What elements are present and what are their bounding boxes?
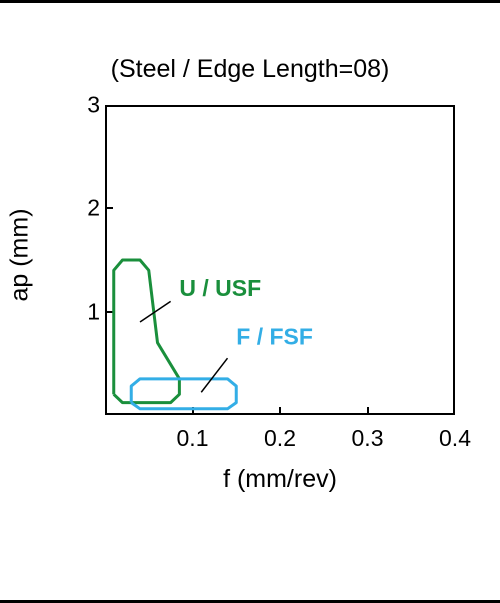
xtick-1: 0.1 [177, 425, 209, 452]
ytick-3: 3 [65, 92, 100, 119]
xtick-4: 0.4 [439, 425, 471, 452]
chart-container: (Steel / Edge Length=08) ap (mm) f (mm/r… [30, 95, 470, 515]
top-border-rule [0, 0, 500, 3]
chart-title: (Steel / Edge Length=08) [30, 55, 470, 84]
series-label-f_fsf: F / FSF [236, 324, 313, 350]
y-axis-label: ap (mm) [6, 208, 35, 301]
series-f_fsf [131, 379, 236, 409]
x-axis-label: f (mm/rev) [223, 465, 337, 494]
xtick-3: 0.3 [352, 425, 384, 452]
series-label-u_usf: U / USF [179, 275, 261, 301]
leader-f_fsf [201, 358, 227, 392]
chart-overlay: U / USF F / FSF [105, 105, 455, 415]
xtick-2: 0.2 [264, 425, 296, 452]
ytick-1: 1 [65, 298, 100, 325]
series-u_usf [114, 260, 180, 403]
ytick-2: 2 [65, 195, 100, 222]
